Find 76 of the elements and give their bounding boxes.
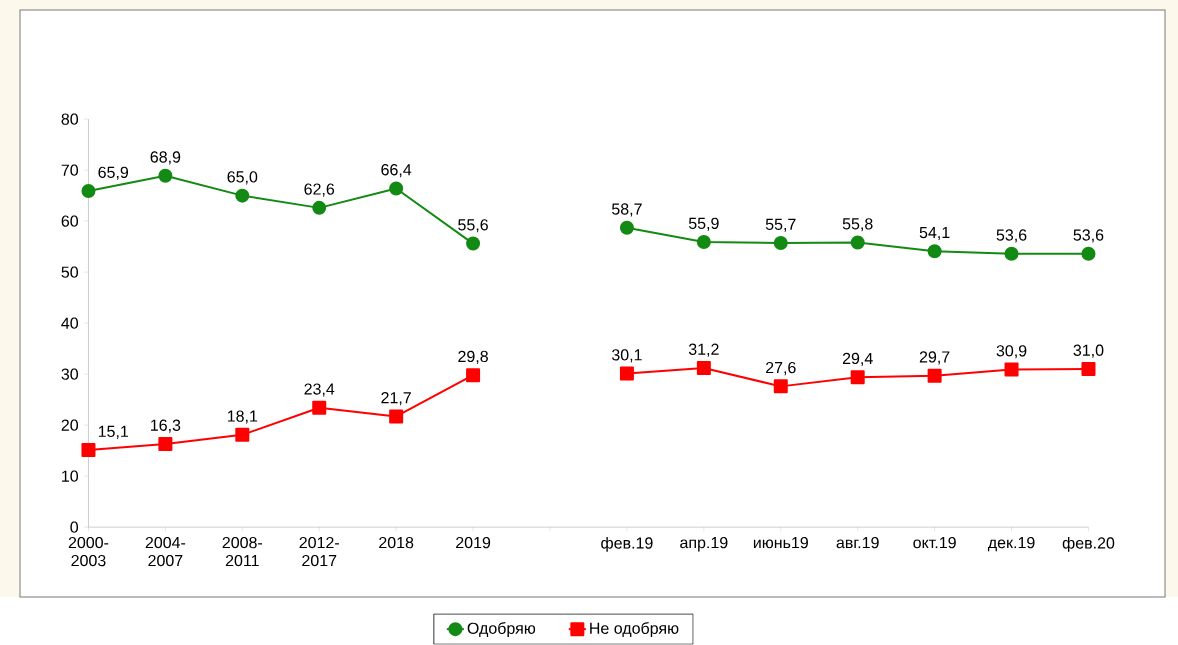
y-tick-label: 10 (62, 470, 79, 482)
point (158, 168, 173, 183)
x-tick-label: фев.20 (1062, 537, 1115, 553)
legend-label: Одобряю (467, 622, 536, 638)
point (466, 368, 481, 383)
point (1081, 362, 1096, 377)
data-label: 55,7 (765, 219, 796, 233)
point (1004, 362, 1019, 377)
point (389, 409, 404, 424)
y-tick-label: 50 (61, 266, 79, 278)
x-tick-label: 2019 (456, 537, 491, 549)
point (773, 379, 788, 394)
data-label: 53,6 (996, 229, 1027, 243)
y-tick-label: 80 (61, 113, 79, 125)
x-tick-label: 2000-2003 (68, 537, 109, 567)
data-label: 16,3 (151, 419, 181, 433)
data-label: 55,9 (688, 217, 719, 232)
x-tick-label: авг.19 (836, 537, 879, 549)
x-tick-label: июнь19 (753, 537, 808, 549)
data-label: 54,1 (919, 227, 950, 241)
data-label: 58,7 (612, 203, 642, 217)
x-tick-label: 2004-2007 (145, 537, 186, 567)
x-tick-label: дек.19 (987, 537, 1035, 552)
data-label: 66,4 (381, 164, 412, 178)
point (158, 437, 173, 452)
legend-label: Не одобряю (590, 622, 679, 638)
point (619, 220, 634, 235)
data-label: 29,4 (842, 352, 873, 367)
point (312, 201, 327, 216)
y-tick-label: 0 (70, 521, 79, 533)
data-label: 30,1 (611, 349, 642, 363)
x-tick-label: окт.19 (913, 537, 956, 549)
data-label: 30,9 (996, 345, 1027, 359)
data-label: 65,0 (227, 171, 258, 185)
point (696, 361, 711, 376)
point (619, 366, 634, 381)
y-tick-label: 60 (61, 215, 79, 227)
point (850, 370, 865, 385)
data-label: 15,1 (98, 426, 129, 440)
data-label: 55,8 (842, 218, 873, 232)
y-tick-label: 70 (61, 164, 79, 176)
data-label: 29,8 (458, 350, 488, 365)
data-label: 65,9 (98, 166, 129, 181)
y-tick-label: 20 (61, 419, 79, 431)
x-tick-label: 2018 (379, 537, 414, 549)
data-label: 27,6 (766, 362, 796, 376)
data-label: 29,7 (919, 351, 950, 365)
data-label: 55,6 (458, 219, 488, 233)
point (466, 236, 481, 251)
data-label: 21,7 (381, 392, 411, 406)
point (81, 184, 96, 199)
point (927, 244, 942, 259)
data-label: 31,2 (688, 343, 719, 357)
point (696, 235, 711, 250)
point (927, 368, 942, 383)
point (389, 181, 404, 196)
data-label: 62,6 (304, 183, 335, 197)
data-label: 23,4 (304, 383, 335, 397)
point (235, 188, 250, 203)
y-tick-label: 30 (61, 368, 79, 380)
point (1004, 246, 1019, 261)
point (773, 236, 788, 251)
point (312, 400, 327, 415)
point (1081, 246, 1096, 261)
point (81, 443, 96, 458)
x-tick-label: апр.19 (680, 537, 728, 552)
y-tick-label: 40 (61, 317, 79, 329)
x-tick-label: 2012-2017 (299, 537, 339, 567)
data-label: 68,9 (150, 151, 181, 165)
x-tick-label: 2008-2011 (222, 537, 263, 567)
data-label: 31,0 (1073, 344, 1104, 359)
data-label: 18,1 (227, 410, 258, 424)
data-label: 53,6 (1073, 229, 1104, 243)
x-tick-label: фев.19 (601, 537, 653, 553)
point (850, 235, 865, 250)
point (235, 428, 250, 443)
